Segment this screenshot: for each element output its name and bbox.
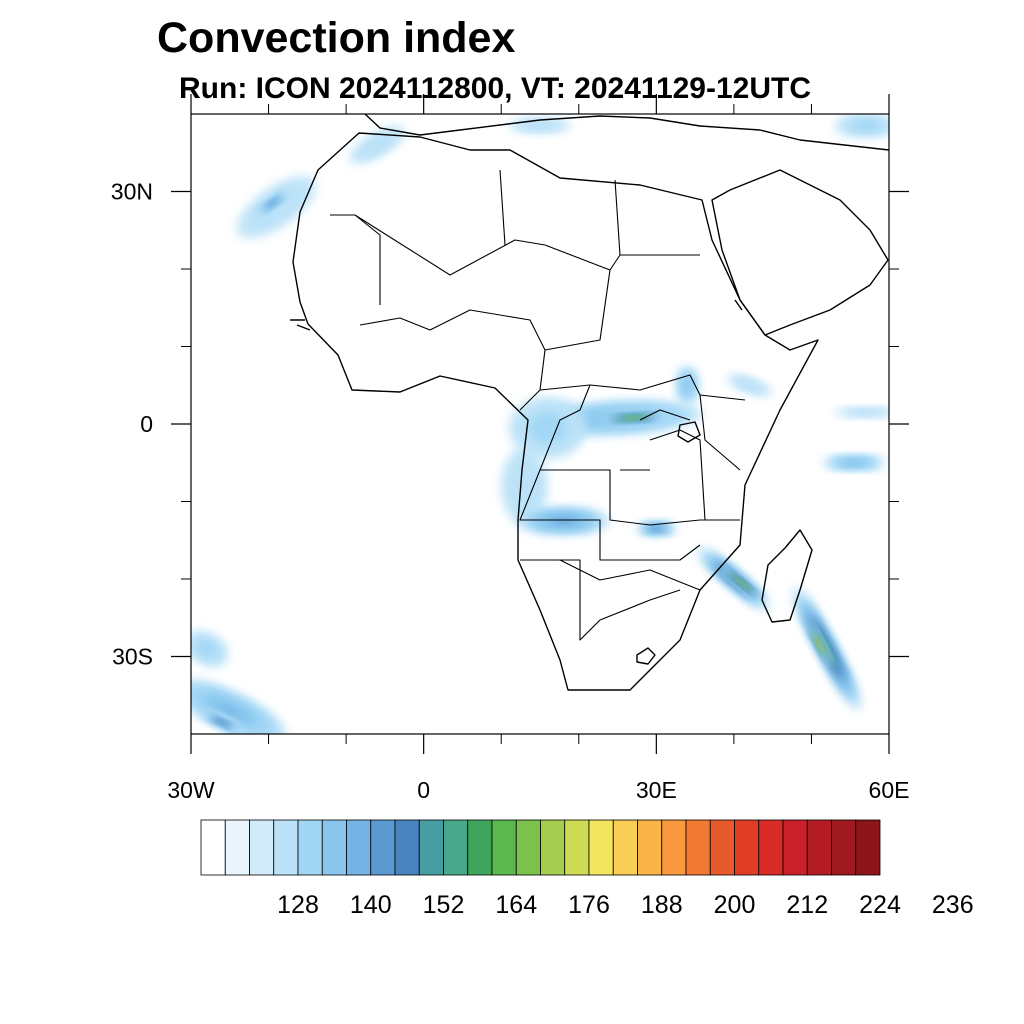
colorbar: 128 140 152 164 176 188 200 212 224 236 xyxy=(200,819,974,919)
convection-cell xyxy=(598,411,668,425)
colorbar-swatch xyxy=(224,819,250,876)
colorbar-swatch xyxy=(831,819,857,876)
colorbar-label: 212 xyxy=(786,891,828,919)
colorbar-swatch xyxy=(588,819,614,876)
convection-cell xyxy=(256,190,289,216)
colorbar-swatch xyxy=(540,819,566,876)
colorbar-swatch xyxy=(734,819,760,876)
colorbar-swatch xyxy=(297,819,323,876)
colorbar-swatch xyxy=(200,819,226,876)
convection-cell xyxy=(191,630,229,667)
colorbar-label: 224 xyxy=(859,891,901,919)
colorbar-swatch xyxy=(321,819,347,876)
madagascar-outline xyxy=(761,529,813,623)
colorbar-swatch xyxy=(273,819,299,876)
colorbar-swatch xyxy=(491,819,517,876)
colorbar-label: 200 xyxy=(714,891,756,919)
colorbar-label: 140 xyxy=(350,891,392,919)
colorbar-swatch xyxy=(806,819,832,876)
colorbar-swatch xyxy=(564,819,590,876)
convection-cell xyxy=(191,679,287,734)
x-tick-label: 30W xyxy=(167,777,215,803)
y-tick-label: 0 xyxy=(140,411,153,437)
colorbar-swatch xyxy=(782,819,808,876)
convection-cell xyxy=(516,506,610,535)
colorbar-swatch xyxy=(418,819,444,876)
colorbar-swatch xyxy=(709,819,735,876)
colorbar-label: 152 xyxy=(423,891,465,919)
colorbar-swatch xyxy=(685,819,711,876)
convection-cell xyxy=(834,114,889,138)
colorbar-swatch xyxy=(467,819,493,876)
colorbar-swatch xyxy=(370,819,396,876)
convection-cell xyxy=(508,396,587,459)
x-tick-label: 60E xyxy=(869,777,910,803)
colorbar-swatch xyxy=(443,819,469,876)
colorbar-swatch xyxy=(637,819,663,876)
colorbar-swatch xyxy=(758,819,784,876)
colorbar-swatch xyxy=(661,819,687,876)
chart-title: Convection index xyxy=(157,14,516,62)
arabia-outline xyxy=(711,169,889,336)
colorbar-swatch xyxy=(249,819,275,876)
lesotho-outline xyxy=(636,647,656,665)
colorbar-swatch xyxy=(855,819,881,876)
colorbar-swatch xyxy=(346,819,372,876)
x-tick-label: 30E xyxy=(636,777,677,803)
convection-field xyxy=(191,114,889,734)
convection-cell xyxy=(727,374,772,397)
colorbar-label: 176 xyxy=(568,891,610,919)
colorbar-label: 128 xyxy=(277,891,319,919)
chart-subtitle: Run: ICON 2024112800, VT: 20241129-12UTC xyxy=(179,72,812,105)
convection-cell xyxy=(823,455,886,471)
convection-cell xyxy=(720,565,763,601)
country-borders xyxy=(330,169,746,641)
land-outlines xyxy=(290,114,889,691)
x-tick-label: 0 xyxy=(417,777,430,803)
red-sea-islands xyxy=(290,299,743,331)
colorbar-label: 236 xyxy=(932,891,974,919)
y-tick-label: 30N xyxy=(111,179,153,205)
colorbar-swatch xyxy=(394,819,420,876)
axes: 30W 0 30E 60E 30N 0 30S xyxy=(111,94,910,803)
colorbar-label: 164 xyxy=(495,891,537,919)
convection-cell xyxy=(834,406,889,418)
convection-cell xyxy=(807,624,831,666)
colorbar-swatch xyxy=(612,819,638,876)
convection-cell xyxy=(200,711,244,734)
y-tick-label: 30S xyxy=(112,644,153,670)
convection-cell xyxy=(792,586,862,711)
colorbar-label: 188 xyxy=(641,891,683,919)
europe-coast xyxy=(364,114,889,151)
africa-coastline xyxy=(292,132,819,691)
lake-victoria xyxy=(677,421,701,443)
colorbar-swatch xyxy=(515,819,541,876)
